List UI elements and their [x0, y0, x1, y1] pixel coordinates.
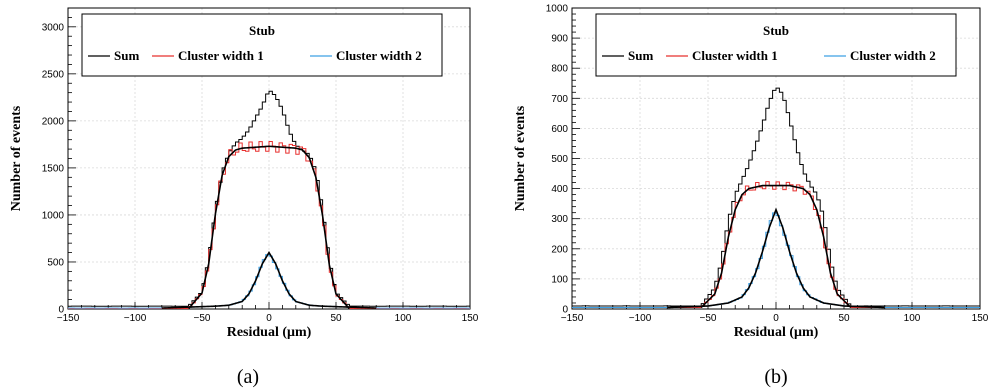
x-axis-label: Residual (μm) [734, 325, 819, 340]
y-tick-label: 3000 [42, 22, 65, 33]
legend-entry-2: Cluster width 1 [178, 48, 264, 63]
legend-entry-3: Cluster width 2 [850, 48, 936, 63]
chart-panel-2: −150 −100 −50 0 50 100 150 0 100 200 300 400 500 600 7… [513, 4, 989, 389]
y-tick-label: 600 [551, 124, 568, 135]
x-tick-label: −150 [57, 313, 80, 324]
y-tick-label: 1500 [42, 163, 65, 174]
x-tick-label: −100 [124, 313, 147, 324]
series-line-3 [68, 254, 470, 309]
legend-box [595, 13, 957, 77]
series-line-3 [572, 212, 980, 309]
y-tick-label: 2500 [42, 69, 65, 80]
panel-caption: (b) [764, 366, 787, 388]
x-tick-label: −150 [561, 313, 584, 324]
y-tick-label: 500 [47, 257, 64, 268]
y-tick-label: 1000 [42, 210, 65, 221]
fit-curve-1 [187, 145, 350, 310]
panel-caption: (a) [237, 366, 259, 388]
legend-entry-2: Cluster width 1 [692, 48, 778, 63]
y-tick-label: 100 [551, 274, 568, 285]
x-tick-label: 100 [904, 313, 921, 324]
legend: Stub Sum Cluster width 1 Cluster width 2 [595, 13, 957, 77]
chart-panel-1: −150 −100 −50 0 50 100 15005001000150020002500… [9, 7, 479, 388]
legend-entry-3: Cluster width 2 [336, 48, 422, 63]
x-tick-label: 50 [330, 313, 342, 324]
legend-entry-1: Sum [628, 48, 653, 63]
y-axis-label: Number of events [9, 105, 24, 211]
y-tick-label: 900 [551, 34, 568, 45]
y-tick-label: 400 [551, 184, 568, 195]
x-tick-label: 150 [972, 313, 989, 324]
fit-curve-1 [700, 184, 852, 309]
series-line-1 [68, 90, 470, 307]
x-tick-label: −50 [194, 313, 211, 324]
series-line-1 [572, 87, 980, 307]
legend-box [81, 13, 443, 77]
y-tick-label: 0 [562, 305, 568, 316]
fit-curve-2 [667, 207, 885, 309]
series-group [572, 87, 980, 309]
ticks: −150 −100 −50 0 50 100 150 0 100 200 300 400 500 600 7… [546, 4, 989, 325]
y-tick-label: 800 [551, 64, 568, 75]
y-tick-label: 700 [551, 94, 568, 105]
y-tick-label: 300 [551, 214, 568, 225]
legend-title: Stub [249, 23, 275, 38]
legend: Stub Sum Cluster width 1 Cluster width 2 [81, 13, 443, 77]
x-tick-label: 100 [395, 313, 412, 324]
x-tick-label: 150 [462, 313, 479, 324]
y-axis-label: Number of events [513, 105, 528, 211]
x-tick-label: −100 [629, 313, 652, 324]
x-tick-label: 0 [773, 313, 779, 324]
y-tick-label: 500 [551, 154, 568, 165]
fit-curve-2 [161, 250, 377, 309]
x-tick-label: −50 [700, 313, 717, 324]
x-tick-label: 0 [266, 313, 272, 324]
y-tick-label: 200 [551, 244, 568, 255]
y-tick-label: 1000 [546, 4, 569, 15]
series-group [68, 90, 470, 310]
y-tick-label: 0 [58, 305, 64, 316]
y-tick-label: 2000 [42, 116, 65, 127]
ticks: −150 −100 −50 0 50 100 15005001000150020002500… [42, 7, 479, 324]
legend-entry-1: Sum [114, 48, 139, 63]
x-axis-label: Residual (μm) [227, 325, 312, 340]
legend-title: Stub [763, 23, 789, 38]
x-tick-label: 50 [838, 313, 850, 324]
